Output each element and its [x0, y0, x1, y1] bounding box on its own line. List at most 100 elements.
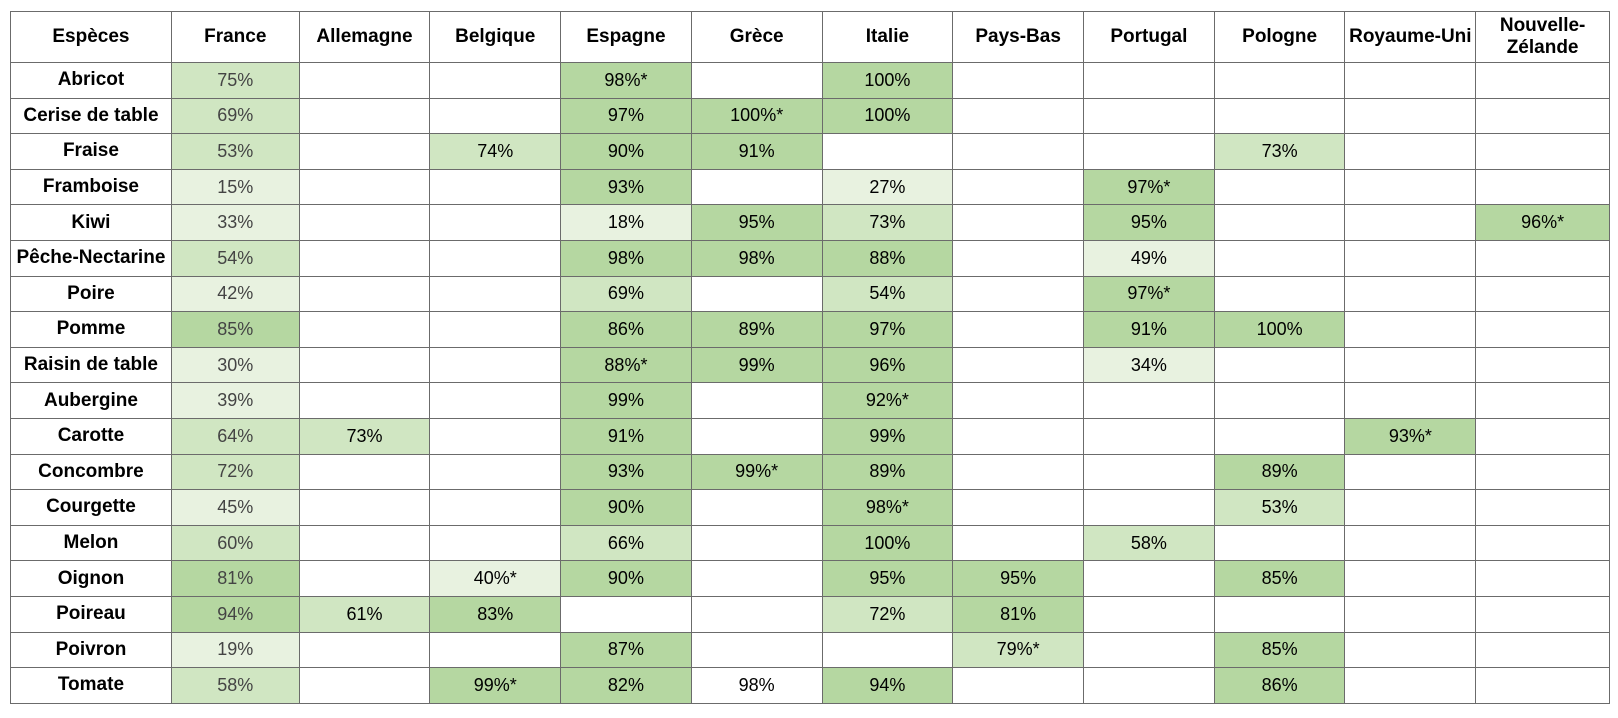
percentage-cell — [1083, 489, 1215, 526]
percentage-cell: 100% — [1213, 311, 1346, 348]
percentage-cell — [1083, 62, 1215, 99]
percentage-cell: 100%* — [690, 97, 823, 135]
percentage-cell — [952, 311, 1085, 348]
percentage-cell: 60% — [170, 524, 300, 562]
percentage-cell — [298, 239, 431, 277]
percentage-cell: 95% — [821, 560, 954, 597]
percentage-cell — [1344, 239, 1477, 277]
percentage-cell — [1344, 168, 1477, 206]
column-header-species: Espèces — [10, 11, 172, 63]
percentage-cell — [690, 489, 823, 526]
species-cell: Pomme — [10, 311, 172, 348]
percentage-cell — [1344, 275, 1477, 313]
percentage-cell: 72% — [821, 595, 954, 633]
percentage-cell: 82% — [560, 667, 692, 704]
table-row: Fraise 53% 74% 90% 91% 73% — [10, 133, 1610, 170]
percentage-cell: 39% — [170, 382, 300, 419]
percentage-cell — [298, 489, 431, 526]
percentage-cell: 89% — [821, 453, 954, 491]
percentage-cell: 49% — [1083, 239, 1215, 277]
percentage-cell: 66% — [560, 524, 692, 562]
table-row: Abricot 75% 98%* 100% — [10, 62, 1610, 99]
percentage-cell: 94% — [170, 595, 300, 633]
percentage-cell — [298, 168, 431, 206]
percentage-cell: 30% — [170, 346, 300, 384]
percentage-cell — [1213, 346, 1346, 384]
percentage-cell — [1213, 97, 1346, 135]
percentage-cell: 98%* — [560, 62, 692, 99]
percentage-cell — [1213, 524, 1346, 562]
percentage-cell: 81% — [170, 560, 300, 597]
table-row: Courgette 45% 90% 98%* 53% — [10, 489, 1610, 526]
percentage-cell — [690, 62, 823, 99]
percentage-cell — [1475, 453, 1610, 491]
percentage-cell: 86% — [560, 311, 692, 348]
percentage-cell — [429, 417, 562, 455]
table-row: Poireau 94% 61% 83% 72% 81% — [10, 595, 1610, 633]
percentage-cell — [1213, 239, 1346, 277]
percentage-cell — [1344, 346, 1477, 384]
percentage-cell — [952, 382, 1085, 419]
table-row: Carotte 64% 73% 91% 99% 93%* — [10, 417, 1610, 455]
percentage-cell — [298, 524, 431, 562]
percentage-cell — [1344, 311, 1477, 348]
percentage-cell — [952, 453, 1085, 491]
percentage-cell — [952, 667, 1085, 704]
percentage-cell: 33% — [170, 204, 300, 241]
column-header-country: Grèce — [690, 11, 823, 63]
percentage-cell — [1213, 595, 1346, 633]
percentage-cell — [952, 275, 1085, 313]
percentage-cell — [298, 631, 431, 669]
percentage-cell — [298, 133, 431, 170]
percentage-cell — [1344, 631, 1477, 669]
percentage-cell — [1083, 417, 1215, 455]
percentage-cell: 88%* — [560, 346, 692, 384]
percentage-cell — [1083, 631, 1215, 669]
percentage-cell: 91% — [560, 417, 692, 455]
percentage-cell — [1344, 62, 1477, 99]
percentage-cell — [1344, 453, 1477, 491]
percentage-cell: 89% — [690, 311, 823, 348]
percentage-cell — [690, 168, 823, 206]
percentage-cell: 87% — [560, 631, 692, 669]
percentage-cell: 97%* — [1083, 275, 1215, 313]
percentage-cell: 83% — [429, 595, 562, 633]
percentage-cell — [1083, 667, 1215, 704]
percentage-cell: 86% — [1213, 667, 1346, 704]
percentage-cell — [952, 489, 1085, 526]
percentage-cell: 69% — [560, 275, 692, 313]
percentage-cell: 73% — [821, 204, 954, 241]
percentage-cell — [1344, 489, 1477, 526]
percentage-cell: 94% — [821, 667, 954, 704]
percentage-cell: 42% — [170, 275, 300, 313]
percentage-cell: 95% — [1083, 204, 1215, 241]
percentage-cell: 85% — [1213, 560, 1346, 597]
percentage-cell: 18% — [560, 204, 692, 241]
percentage-cell: 97%* — [1083, 168, 1215, 206]
species-cell: Tomate — [10, 667, 172, 704]
percentage-cell: 97% — [821, 311, 954, 348]
percentage-cell — [821, 631, 954, 669]
percentage-cell — [690, 524, 823, 562]
percentage-cell: 96%* — [1475, 204, 1610, 241]
table-row: Poire 42% 69% 54% 97%* — [10, 275, 1610, 313]
percentage-cell — [1083, 595, 1215, 633]
percentage-cell: 93% — [560, 453, 692, 491]
percentage-cell: 61% — [298, 595, 431, 633]
percentage-cell — [1344, 560, 1477, 597]
percentage-cell — [690, 417, 823, 455]
species-cell: Carotte — [10, 417, 172, 455]
percentage-cell — [1213, 275, 1346, 313]
table-row: Raisin de table 30% 88%* 99% 96% 34% — [10, 346, 1610, 384]
table-row: Concombre 72% 93% 99%* 89% 89% — [10, 453, 1610, 491]
percentage-cell — [952, 524, 1085, 562]
species-cell: Courgette — [10, 489, 172, 526]
table-row: Framboise 15% 93% 27% 97%* — [10, 168, 1610, 206]
percentage-cell — [952, 346, 1085, 384]
percentage-cell — [429, 382, 562, 419]
percentage-cell: 99% — [690, 346, 823, 384]
percentage-cell: 99% — [821, 417, 954, 455]
percentage-cell: 93%* — [1344, 417, 1477, 455]
percentage-cell — [690, 382, 823, 419]
percentage-cell — [1475, 524, 1610, 562]
